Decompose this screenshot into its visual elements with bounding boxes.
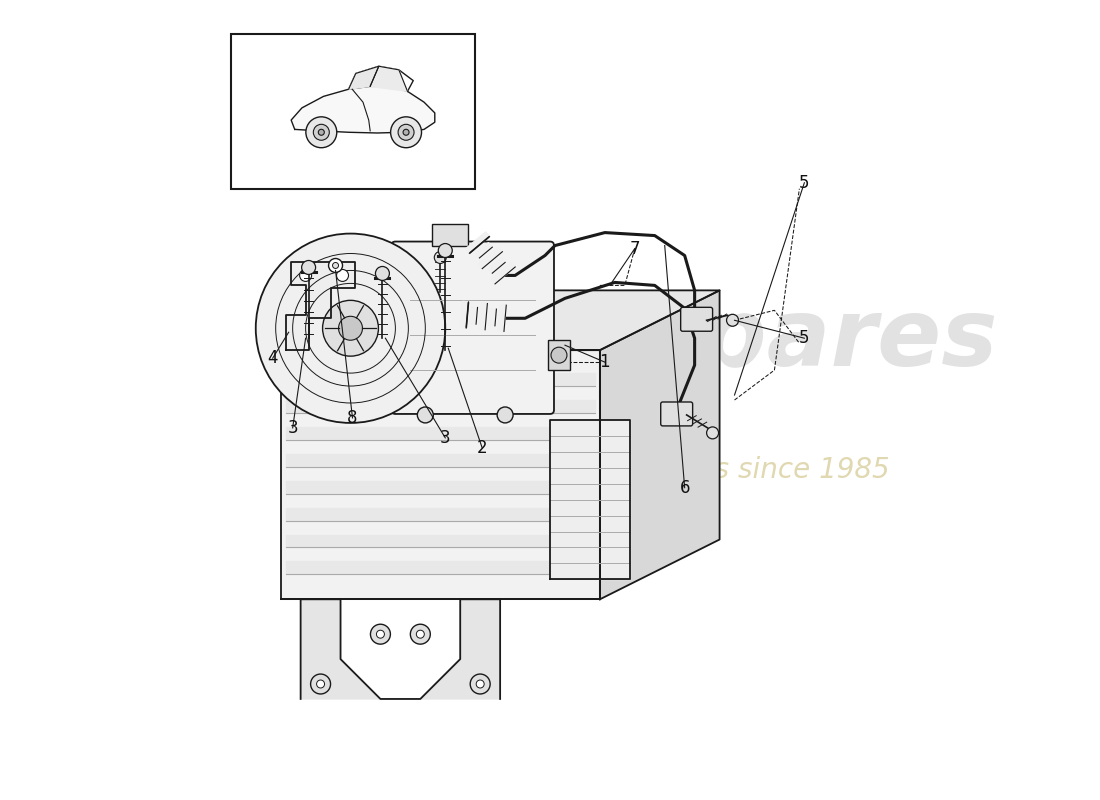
- Bar: [548, 340, 570, 370]
- Polygon shape: [280, 350, 600, 599]
- Circle shape: [306, 117, 337, 148]
- Circle shape: [470, 674, 491, 694]
- Circle shape: [403, 130, 409, 135]
- Polygon shape: [286, 262, 355, 350]
- Circle shape: [434, 251, 447, 263]
- Polygon shape: [488, 258, 505, 273]
- Polygon shape: [490, 309, 496, 326]
- Circle shape: [322, 300, 378, 356]
- Circle shape: [417, 407, 433, 423]
- Polygon shape: [286, 534, 595, 547]
- Bar: [231, 34, 475, 189]
- Circle shape: [497, 407, 513, 423]
- Text: eurospares: eurospares: [400, 294, 999, 386]
- Polygon shape: [478, 247, 503, 269]
- FancyBboxPatch shape: [392, 242, 554, 414]
- Polygon shape: [286, 400, 595, 413]
- Polygon shape: [492, 262, 515, 284]
- Circle shape: [337, 270, 349, 282]
- Polygon shape: [292, 86, 434, 133]
- Circle shape: [390, 117, 421, 148]
- Polygon shape: [475, 242, 493, 258]
- Polygon shape: [470, 307, 477, 324]
- Polygon shape: [286, 454, 595, 466]
- Polygon shape: [465, 232, 490, 254]
- Polygon shape: [286, 562, 595, 574]
- Text: 2: 2: [477, 439, 487, 457]
- Circle shape: [706, 427, 718, 439]
- Text: 8: 8: [348, 409, 358, 427]
- Polygon shape: [286, 508, 595, 521]
- Circle shape: [375, 266, 389, 281]
- FancyBboxPatch shape: [661, 402, 693, 426]
- Circle shape: [551, 347, 566, 363]
- Text: 1: 1: [600, 353, 610, 371]
- Circle shape: [332, 262, 339, 269]
- Text: 5: 5: [799, 174, 810, 192]
- Polygon shape: [349, 66, 378, 90]
- Polygon shape: [286, 427, 595, 440]
- Circle shape: [416, 630, 425, 638]
- Circle shape: [371, 624, 390, 644]
- Text: 6: 6: [680, 478, 690, 497]
- Polygon shape: [460, 302, 469, 328]
- Circle shape: [410, 624, 430, 644]
- Polygon shape: [286, 373, 595, 386]
- Circle shape: [317, 680, 324, 688]
- Text: 4: 4: [267, 349, 278, 367]
- Polygon shape: [371, 66, 407, 91]
- Circle shape: [339, 316, 363, 340]
- Circle shape: [438, 243, 452, 258]
- Polygon shape: [286, 481, 595, 494]
- Polygon shape: [280, 290, 719, 350]
- Text: 5: 5: [799, 330, 810, 347]
- Circle shape: [314, 124, 329, 140]
- Circle shape: [255, 234, 446, 423]
- Circle shape: [476, 680, 484, 688]
- Circle shape: [318, 130, 324, 135]
- Polygon shape: [480, 303, 487, 330]
- Bar: [432, 224, 469, 246]
- Circle shape: [329, 258, 342, 273]
- Polygon shape: [498, 305, 506, 331]
- Polygon shape: [600, 290, 719, 599]
- Text: 3: 3: [287, 419, 298, 437]
- Text: a passion for parts since 1985: a passion for parts since 1985: [470, 456, 890, 484]
- Circle shape: [299, 270, 311, 282]
- Text: 7: 7: [629, 239, 640, 258]
- Text: 3: 3: [440, 429, 451, 447]
- Ellipse shape: [351, 250, 430, 270]
- Polygon shape: [351, 261, 430, 320]
- Polygon shape: [300, 599, 500, 699]
- Polygon shape: [550, 420, 630, 579]
- Circle shape: [376, 630, 384, 638]
- Circle shape: [301, 261, 316, 274]
- Circle shape: [398, 124, 414, 140]
- Circle shape: [727, 314, 738, 326]
- Circle shape: [374, 247, 386, 259]
- FancyBboxPatch shape: [681, 307, 713, 331]
- Circle shape: [310, 674, 331, 694]
